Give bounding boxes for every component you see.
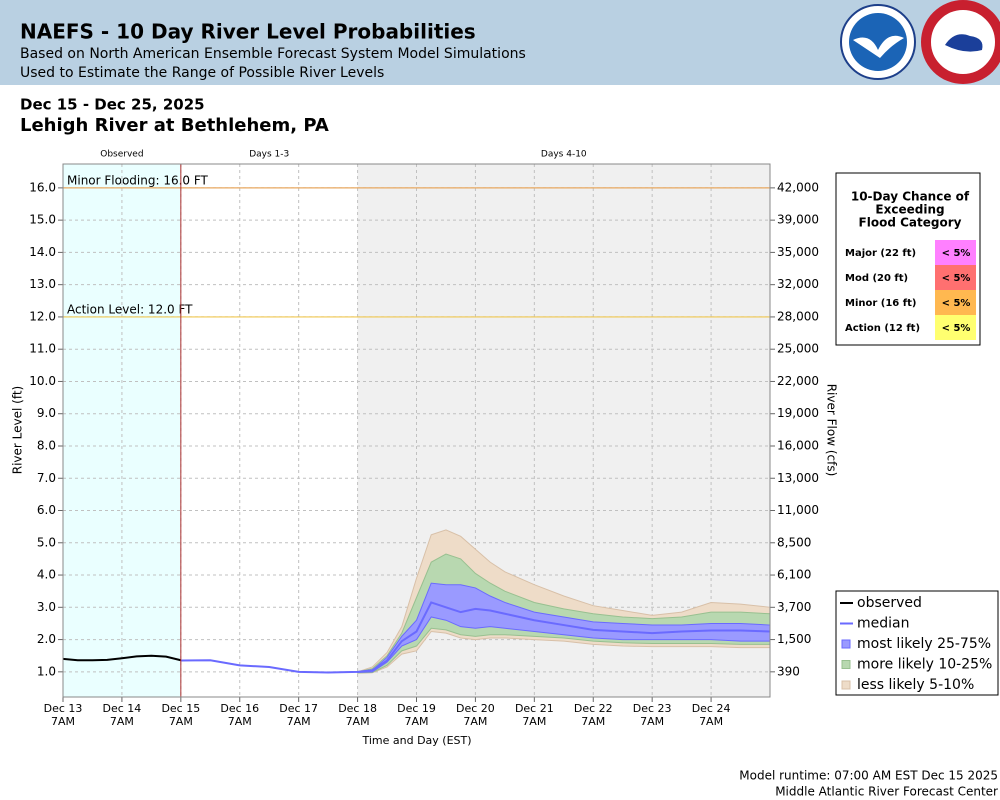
- legend-label: median: [857, 616, 909, 632]
- y-tick-label: 7.0: [37, 471, 56, 485]
- legend-label: most likely 25-75%: [857, 636, 991, 652]
- x-tick-label: Dec 16 7AM: [220, 702, 259, 728]
- x-tick-label: Dec 18 7AM: [338, 702, 377, 728]
- flood-category: Action (12 ft): [845, 323, 920, 334]
- threshold-label: Action Level: 12.0 FT: [67, 302, 193, 316]
- flood-chance-cell: [935, 265, 976, 290]
- y2-tick-label: 3,700: [777, 600, 811, 614]
- y2-tick-label: 39,000: [777, 213, 819, 227]
- x-tick-label: Dec 17 7AM: [279, 702, 318, 728]
- legend-swatch: [841, 660, 851, 669]
- y-tick-label: 5.0: [37, 535, 56, 549]
- date-range: Dec 15 - Dec 25, 2025: [20, 96, 205, 114]
- y-tick-label: 3.0: [37, 600, 56, 614]
- x-tick-label: Dec 20 7AM: [456, 702, 495, 728]
- subtitle: Based on North American Ensemble Forecas…: [20, 46, 526, 62]
- flood-category: Mod (20 ft): [845, 273, 908, 284]
- header-band: [0, 0, 1000, 85]
- y2-tick-label: 19,000: [777, 406, 819, 420]
- x-axis-label: Time and Day (EST): [361, 734, 471, 747]
- footer-runtime: Model runtime: 07:00 AM EST Dec 15 2025: [739, 769, 998, 783]
- plot-frame: [62, 163, 771, 698]
- flood-category: Minor (16 ft): [845, 298, 916, 309]
- x-tick-label: Dec 15 7AM: [161, 702, 200, 728]
- flood-chance: < 5%: [942, 248, 971, 259]
- y-tick-label: 9.0: [37, 406, 56, 420]
- flood-chance: < 5%: [942, 273, 971, 284]
- y-tick-label: 8.0: [37, 438, 56, 452]
- subtitle: Used to Estimate the Range of Possible R…: [20, 65, 384, 81]
- y-tick-label: 6.0: [37, 503, 56, 517]
- y-tick-label: 15.0: [29, 213, 56, 227]
- x-tick-label: Dec 24 7AM: [692, 702, 731, 728]
- y-tick-label: 16.0: [29, 180, 56, 194]
- y2-tick-label: 16,000: [777, 438, 819, 452]
- y2-tick-label: 35,000: [777, 245, 819, 259]
- footer-center: Middle Atlantic River Forecast Center: [775, 785, 998, 799]
- observed-line: [62, 654, 182, 662]
- median-line: [180, 601, 771, 674]
- flood-category: Major (22 ft): [845, 248, 916, 259]
- y-tick-label: 14.0: [29, 245, 56, 259]
- y-tick-label: 4.0: [37, 568, 56, 582]
- y2-tick-label: 32,000: [777, 277, 819, 291]
- flood-chance: < 5%: [942, 298, 971, 309]
- y-tick-label: 2.0: [37, 632, 56, 646]
- y-axis-label: River Level (ft): [11, 386, 25, 474]
- x-tick-label: Dec 22 7AM: [574, 702, 613, 728]
- period-shade: [180, 164, 358, 697]
- y-tick-label: 12.0: [29, 309, 56, 323]
- y2-tick-label: 8,500: [777, 535, 811, 549]
- y2-tick-label: 390: [777, 664, 800, 678]
- flood-chance-cell: [935, 290, 976, 315]
- legend-label: observed: [857, 595, 922, 611]
- y2-tick-label: 13,000: [777, 471, 819, 485]
- y2-tick-label: 22,000: [777, 374, 819, 388]
- y2-tick-label: 28,000: [777, 309, 819, 323]
- x-tick-label: Dec 19 7AM: [397, 702, 436, 728]
- flood-chance: < 5%: [942, 323, 971, 334]
- flood-chance-cell: [935, 240, 976, 265]
- y2-tick-label: 11,000: [777, 503, 819, 517]
- x-tick-label: Dec 13 7AM: [44, 702, 83, 728]
- x-tick-label: Dec 14 7AM: [103, 702, 142, 728]
- x-tick-label: Dec 21 7AM: [515, 702, 554, 728]
- y2-tick-label: 42,000: [777, 180, 819, 194]
- flood-table-title: Exceeding: [875, 203, 944, 217]
- y-tick-label: 10.0: [29, 374, 56, 388]
- noaa-logo: [840, 4, 916, 80]
- y2-axis-label: River Flow (cfs): [825, 384, 839, 477]
- page-title: NAEFS - 10 Day River Level Probabilities: [20, 20, 476, 44]
- legend-label: less likely 5-10%: [857, 677, 974, 693]
- y2-tick-label: 25,000: [777, 342, 819, 356]
- flood-table-title: Flood Category: [859, 216, 962, 230]
- legend-swatch: [841, 639, 851, 649]
- nws-logo: [921, 0, 1000, 84]
- y-tick-label: 11.0: [29, 342, 56, 356]
- period-label: Days 1-3: [249, 150, 289, 160]
- period-label: Observed: [100, 150, 143, 160]
- legend-label: more likely 10-25%: [857, 657, 992, 673]
- flood-chance-cell: [935, 315, 976, 340]
- threshold-label: Minor Flooding: 16.0 FT: [67, 173, 209, 187]
- y2-tick-label: 6,100: [777, 568, 811, 582]
- flood-table-title: 10-Day Chance of: [851, 190, 970, 204]
- legend: [835, 590, 999, 696]
- location: Lehigh River at Bethlehem, PA: [20, 115, 329, 136]
- period-label: Days 4-10: [541, 150, 587, 160]
- y2-tick-label: 1,500: [777, 632, 811, 646]
- y-tick-label: 13.0: [29, 277, 56, 291]
- x-tick-label: Dec 23 7AM: [633, 702, 672, 728]
- y-tick-label: 1.0: [37, 664, 56, 678]
- legend-swatch: [841, 680, 851, 690]
